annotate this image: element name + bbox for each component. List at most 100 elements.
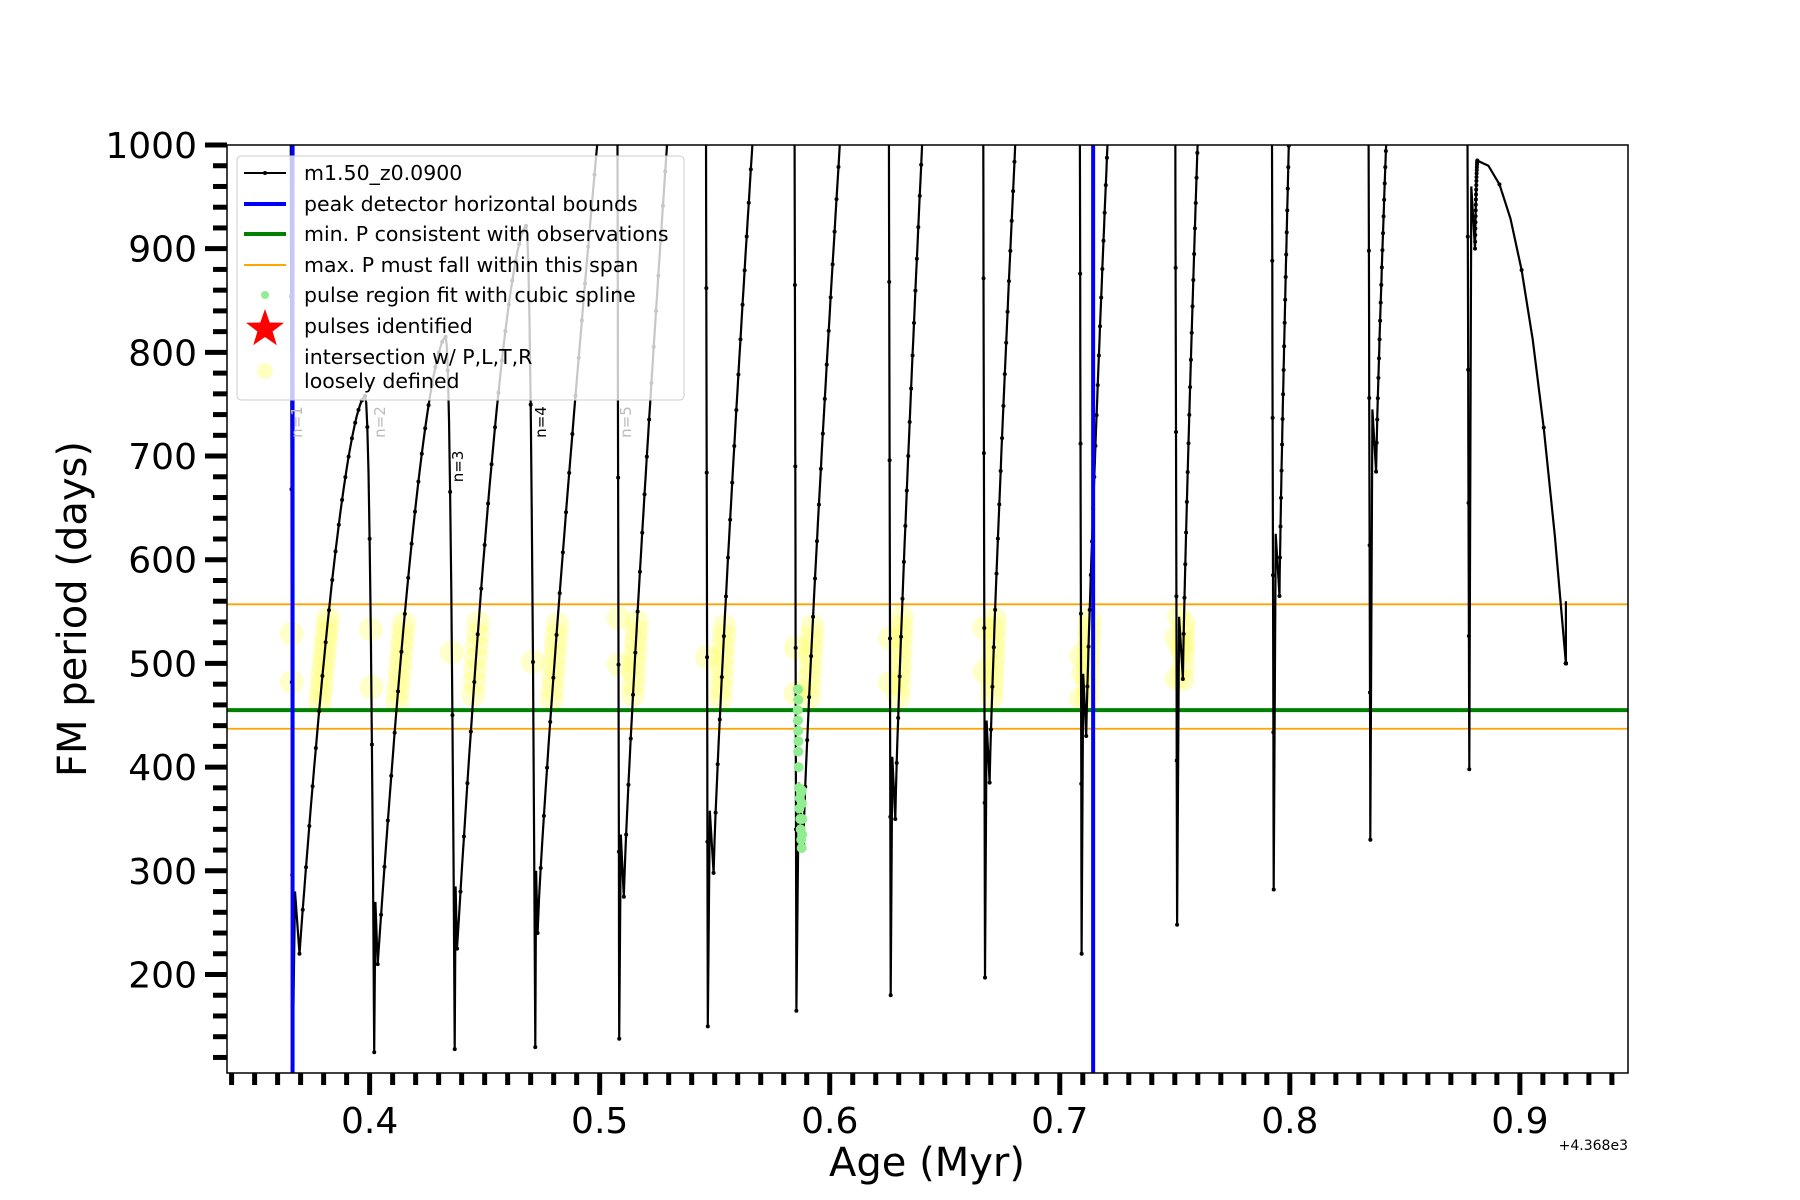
series-point [913,288,918,293]
series-point [914,256,919,261]
series-point [616,662,621,667]
series-point [1173,102,1177,106]
series-point [824,362,829,367]
series-point [1473,233,1478,238]
series-point [1475,158,1480,163]
series-point [794,1008,799,1013]
series-point [901,559,906,564]
series-point [313,745,318,750]
legend-label: pulses identified [304,314,473,338]
series-point [917,193,922,198]
series-point [1374,469,1379,474]
series-point [1270,415,1275,420]
series-point [356,407,361,412]
series-point [599,102,603,106]
legend-label: m1.50_z0.0900 [304,161,462,186]
series-point [828,295,833,300]
series-point [721,634,726,639]
series-point [1385,117,1389,121]
series-point [1381,214,1386,219]
series-point [840,102,844,106]
series-point [1367,102,1371,106]
series-point [336,522,341,527]
series-point [1012,159,1017,164]
series-point [545,765,550,770]
x-tick-label: 0.6 [801,1101,858,1142]
series-point [297,951,302,956]
series-point [728,517,733,522]
series-point [385,818,390,823]
series-point [1376,356,1381,361]
series-point [423,426,428,431]
series-point [375,962,380,967]
series-point [452,1047,457,1052]
axis-ticks: 200 300 400 500 600 700 800 900 1000 0.4 0.5 0.6 0.7… [105,126,1615,1142]
series-point [838,133,842,137]
series-point [904,488,909,493]
series-point [1188,357,1193,362]
y-tick-label: 500 [128,644,197,685]
series-line [1466,145,1568,770]
series-point [719,674,724,679]
series-point [349,436,354,441]
spline-point [796,784,807,795]
series-point [816,502,821,507]
series-point [906,454,911,459]
series-point [981,276,986,281]
series-point [1382,197,1387,202]
series-point [668,102,672,106]
series-point [1196,126,1200,130]
series-point [1473,197,1478,202]
series-point [1279,468,1284,473]
series-point [535,931,540,936]
x-tick-label: 0.9 [1491,1101,1548,1142]
series-point [326,608,331,613]
series-point [746,200,751,205]
series-point [1173,430,1178,435]
series-point [1473,208,1478,213]
series-point [1473,202,1478,207]
series-point [564,510,569,515]
series-point [1474,178,1479,183]
series-point [340,497,345,502]
series-point [919,162,924,167]
legend-label: min. P consistent with observations [304,222,669,246]
series-point [991,645,996,650]
series-point [1173,265,1178,270]
series-point [396,689,401,694]
series-point [1191,277,1196,282]
series-point [624,832,629,837]
x-tick-label: 0.7 [1031,1101,1088,1142]
series-point [713,810,718,815]
series-point [907,420,912,425]
y-tick-label: 600 [128,541,197,582]
y-tick-label: 900 [128,230,197,271]
series-point [1195,150,1200,155]
series-point [1282,320,1287,325]
series-point [1386,102,1390,106]
series-point [307,824,312,829]
series-point [990,684,995,689]
series-point [887,458,892,463]
series-point [1174,758,1179,763]
series-point [1107,102,1111,106]
series-point [887,279,892,284]
series-point [416,479,421,484]
series-line [793,145,841,1011]
series-point [538,866,543,871]
series-point [830,262,835,267]
series-point [744,234,749,239]
series-point [389,773,394,778]
series-point [479,586,484,591]
series-point [887,636,892,641]
series-point [458,889,463,894]
series-point [1002,372,1007,377]
y-tick-label: 1000 [105,126,197,167]
series-point [1094,413,1099,418]
series-point [647,417,652,422]
series-point [1467,767,1472,772]
series-point [1282,344,1287,349]
series-point [1283,297,1288,302]
series-point [1004,340,1009,345]
series-point [888,814,893,819]
